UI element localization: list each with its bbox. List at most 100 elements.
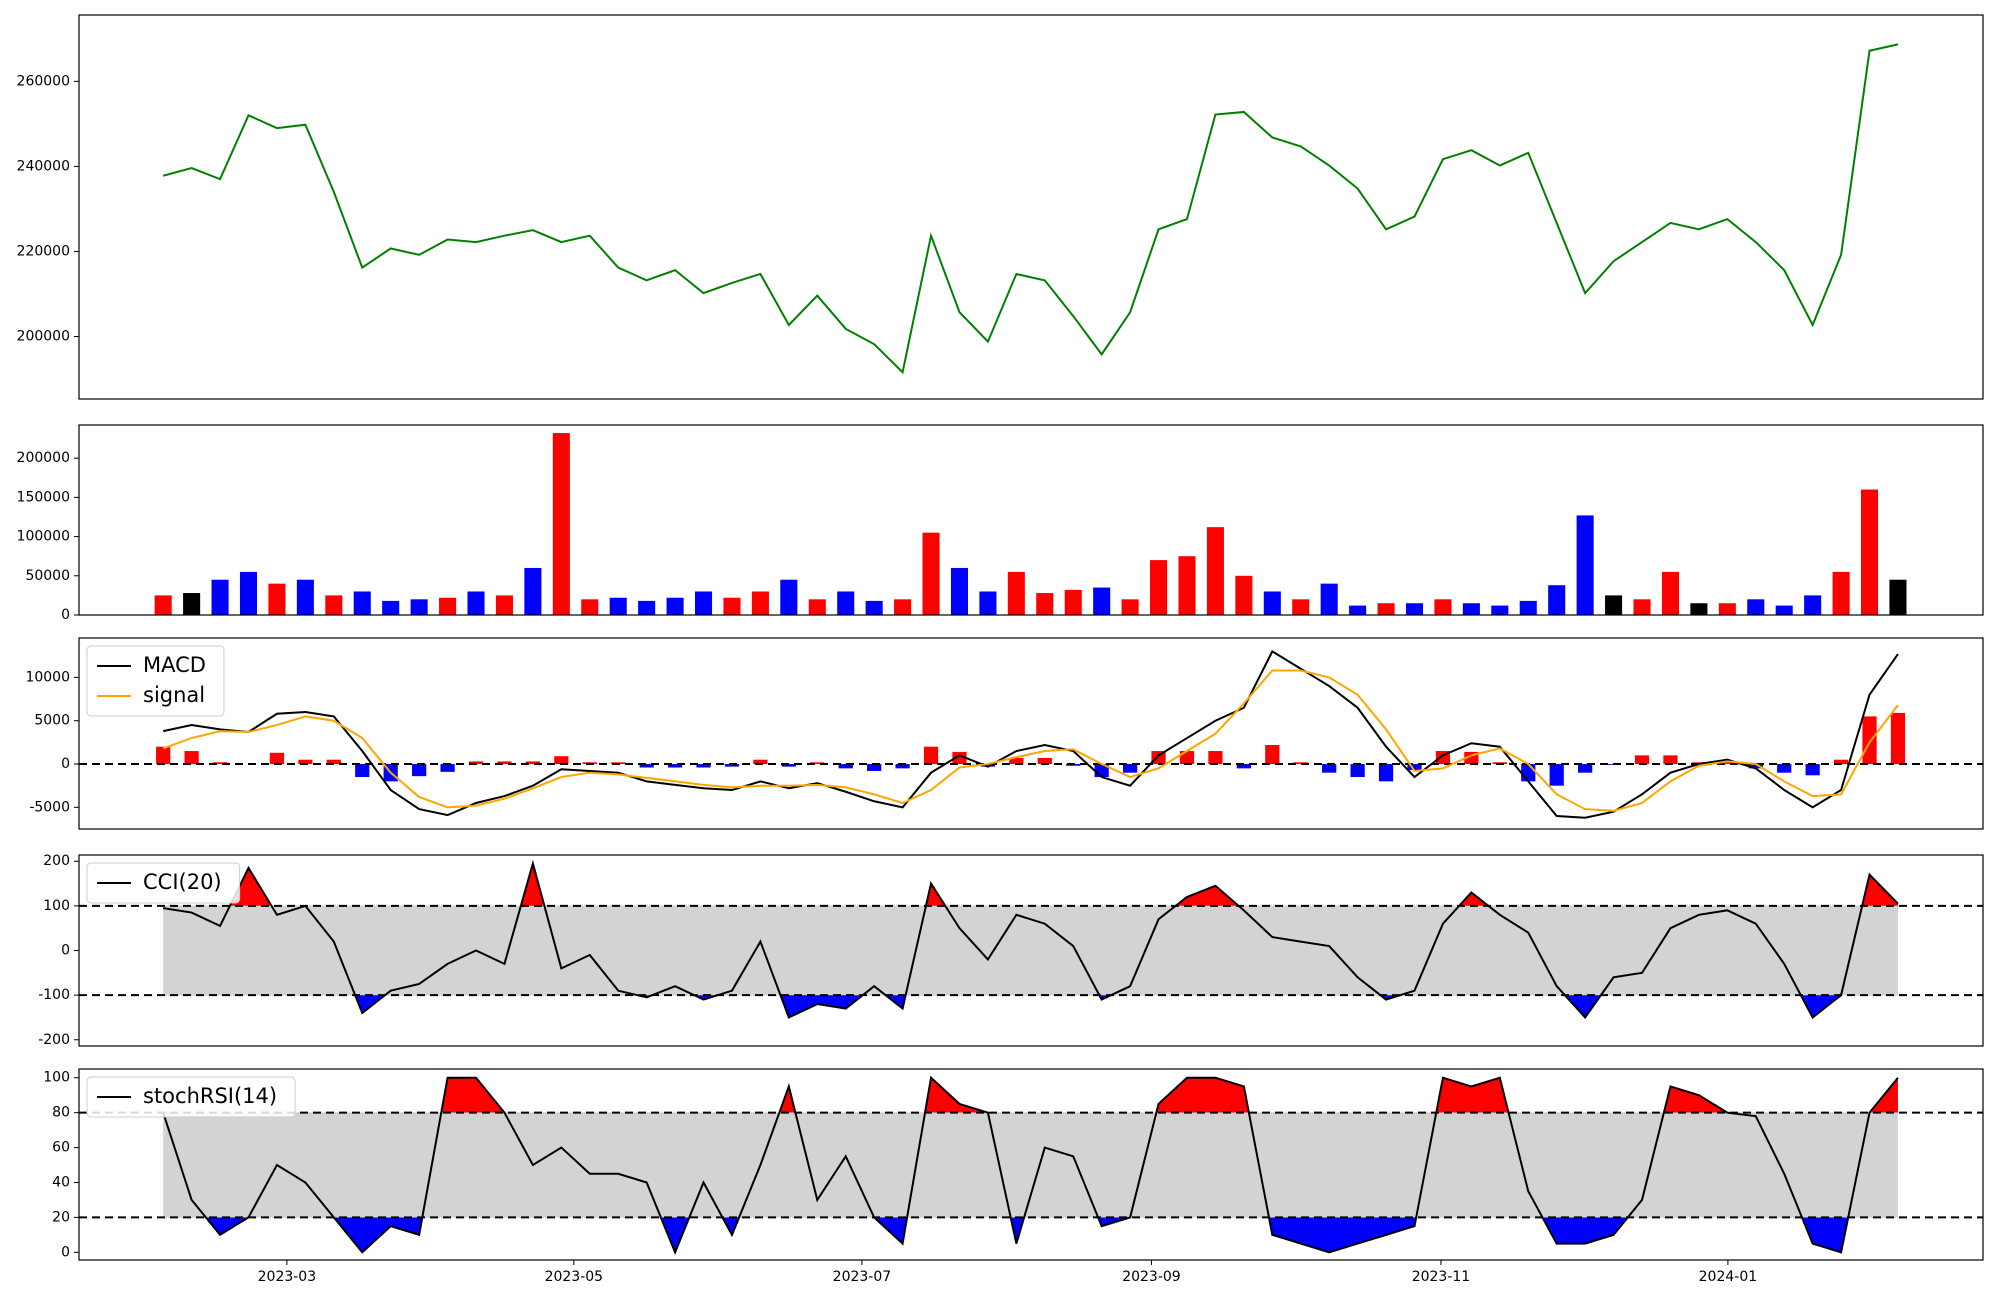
- bar: [1405, 603, 1424, 615]
- y-tick-label: 80: [52, 1105, 70, 1121]
- bar: [211, 579, 229, 615]
- histogram-bar: [326, 759, 341, 765]
- line: [162, 650, 1899, 819]
- bar: [382, 600, 400, 615]
- bar: [837, 591, 855, 615]
- y-tick-label: 240000: [17, 158, 70, 174]
- plot-area: [79, 1075, 1983, 1255]
- y-tick-label: 100: [43, 898, 70, 914]
- y-tick-label: 100000: [17, 529, 70, 545]
- legend: stochRSI(14): [86, 1076, 296, 1118]
- y-tick-label: 0: [61, 756, 70, 772]
- histogram-bar: [781, 764, 796, 767]
- band: [163, 905, 1898, 996]
- histogram-bar: [1578, 764, 1593, 773]
- histogram-bar: [1322, 764, 1337, 773]
- bar: [865, 600, 883, 615]
- histogram-bar: [355, 764, 370, 778]
- histogram-bar: [895, 764, 910, 769]
- bar: [296, 579, 314, 615]
- histogram-bar: [1805, 764, 1820, 776]
- histogram-bar: [867, 764, 882, 771]
- bar: [552, 433, 570, 615]
- bar: [1007, 571, 1025, 615]
- bar: [268, 583, 286, 615]
- x-tick-label: 2024-01: [1699, 1269, 1758, 1285]
- bar: [1576, 515, 1594, 615]
- bar: [1036, 593, 1054, 615]
- histogram-bar: [1521, 764, 1536, 782]
- plot-area: [79, 859, 1983, 1020]
- y-tick-label: 150000: [17, 489, 70, 505]
- bar: [979, 591, 997, 615]
- y-tick-label: 100: [43, 1070, 70, 1086]
- histogram-bar: [184, 751, 199, 765]
- legend-box: [86, 1076, 296, 1118]
- bar: [467, 591, 485, 615]
- line: [162, 43, 1899, 375]
- bar: [1462, 603, 1480, 615]
- bar: [524, 567, 542, 615]
- histogram-bar: [1890, 712, 1906, 765]
- y-tick-label: 60: [52, 1140, 70, 1156]
- bar: [1093, 587, 1111, 615]
- plot-area: [79, 650, 1983, 819]
- bar: [1491, 605, 1509, 615]
- bar: [581, 599, 599, 615]
- bar: [609, 597, 627, 615]
- histogram-bar: [525, 761, 540, 765]
- histogram-bar: [724, 764, 740, 767]
- bar: [808, 599, 826, 615]
- bar: [353, 591, 371, 615]
- legend-label: stochRSI(14): [143, 1084, 277, 1108]
- bar: [751, 591, 769, 615]
- frame: [78, 854, 1984, 1047]
- histogram-bar: [156, 746, 171, 765]
- y-tick-label: -200: [38, 1032, 70, 1048]
- y-tick-label: 0: [61, 1244, 70, 1260]
- bar: [1434, 599, 1452, 615]
- bar: [1235, 575, 1253, 615]
- histogram-bar: [1634, 755, 1650, 765]
- plot-area: [162, 43, 1899, 375]
- histogram-bar: [212, 762, 228, 765]
- band: [163, 1112, 1898, 1218]
- y-tick-label: -5000: [29, 799, 70, 815]
- line: [162, 669, 1899, 812]
- bar: [1178, 556, 1196, 615]
- frame: [78, 424, 1984, 616]
- histogram-bar: [1777, 764, 1792, 773]
- bar: [239, 571, 258, 615]
- frame: [78, 14, 1984, 400]
- bar: [1832, 571, 1850, 615]
- y-tick-label: 200000: [17, 450, 70, 466]
- histogram-bar: [1862, 716, 1877, 765]
- legend-label: signal: [143, 683, 205, 707]
- frame: [78, 1068, 1984, 1261]
- y-tick-label: 0: [61, 943, 70, 959]
- histogram-bar: [497, 761, 512, 765]
- bar: [1121, 599, 1139, 615]
- bar: [439, 597, 457, 615]
- bar: [1860, 489, 1879, 615]
- histogram-bar: [412, 764, 427, 777]
- bar: [1150, 560, 1168, 615]
- histogram-bar: [1236, 764, 1251, 769]
- plot-area: [154, 433, 1907, 615]
- bar: [410, 599, 428, 615]
- histogram-bar: [667, 764, 683, 768]
- bar: [1747, 599, 1765, 615]
- bar: [1292, 599, 1310, 615]
- histogram-bar: [298, 759, 313, 765]
- frame: [78, 637, 1984, 830]
- legend: MACD signal: [86, 645, 225, 717]
- bar: [1206, 527, 1224, 615]
- bar: [1263, 591, 1281, 615]
- y-tick-label: 220000: [17, 243, 70, 259]
- bar: [922, 532, 940, 615]
- bar: [1605, 595, 1623, 615]
- bar: [1064, 589, 1082, 615]
- x-tick-label: 2023-09: [1122, 1269, 1181, 1285]
- y-tick-label: 260000: [17, 73, 70, 89]
- bar: [694, 591, 713, 615]
